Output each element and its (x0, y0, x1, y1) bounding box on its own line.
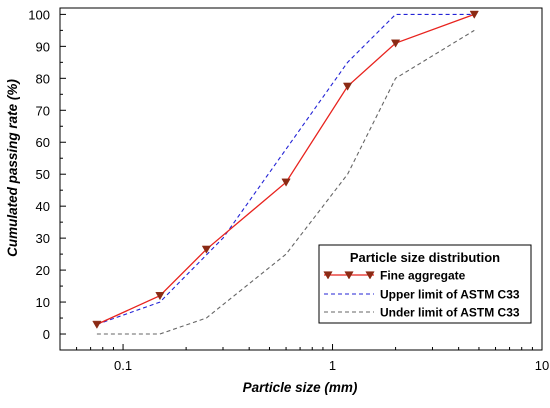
y-tick-label: 60 (36, 135, 50, 150)
data-point (342, 82, 353, 91)
x-axis-label: Particle size (mm) (243, 380, 358, 395)
plot-frame (59, 7, 543, 351)
y-tick-label: 40 (36, 199, 50, 214)
axes-layer: 0 10 20 30 40 50 60 70 80 90 100 0.1 1 10 (28, 7, 549, 373)
y-axis-label: Cumulated passing rate (%) (5, 79, 20, 257)
y-tick-label: 20 (36, 263, 50, 278)
legend-entries: Fine aggregate Upper limit of ASTM C33 Und… (323, 269, 520, 320)
y-tick-label: 100 (28, 7, 50, 22)
x-tick-label: 1 (329, 358, 336, 373)
y-tick-label: 80 (36, 71, 50, 86)
y-tick-label: 30 (36, 231, 50, 246)
legend-label: Under limit of ASTM C33 (380, 306, 520, 320)
legend-title: Particle size distribution (350, 250, 500, 265)
y-tick-label: 90 (36, 39, 50, 54)
legend: Particle size distribution Fine aggregat… (318, 244, 532, 324)
data-point (201, 245, 212, 254)
y-tick-label: 10 (36, 295, 50, 310)
y-tick-label: 70 (36, 103, 50, 118)
data-point (281, 178, 291, 187)
series-layer (92, 10, 479, 335)
legend-box (318, 244, 532, 324)
legend-swatch-marker (323, 271, 333, 280)
data-point (390, 39, 401, 48)
legend-swatch-marker (344, 271, 354, 280)
series-line (96, 29, 475, 335)
data-point (469, 10, 479, 19)
x-tick-label: 10 (535, 358, 549, 373)
y-tick-label: 50 (36, 167, 50, 182)
legend-label: Upper limit of ASTM C33 (380, 288, 520, 302)
x-tick-label: 0.1 (114, 358, 132, 373)
data-point (92, 320, 102, 329)
data-point (155, 292, 165, 301)
legend-label: Fine aggregate (380, 269, 466, 283)
legend-swatch-marker (365, 271, 375, 280)
y-tick-label: 0 (43, 327, 50, 342)
